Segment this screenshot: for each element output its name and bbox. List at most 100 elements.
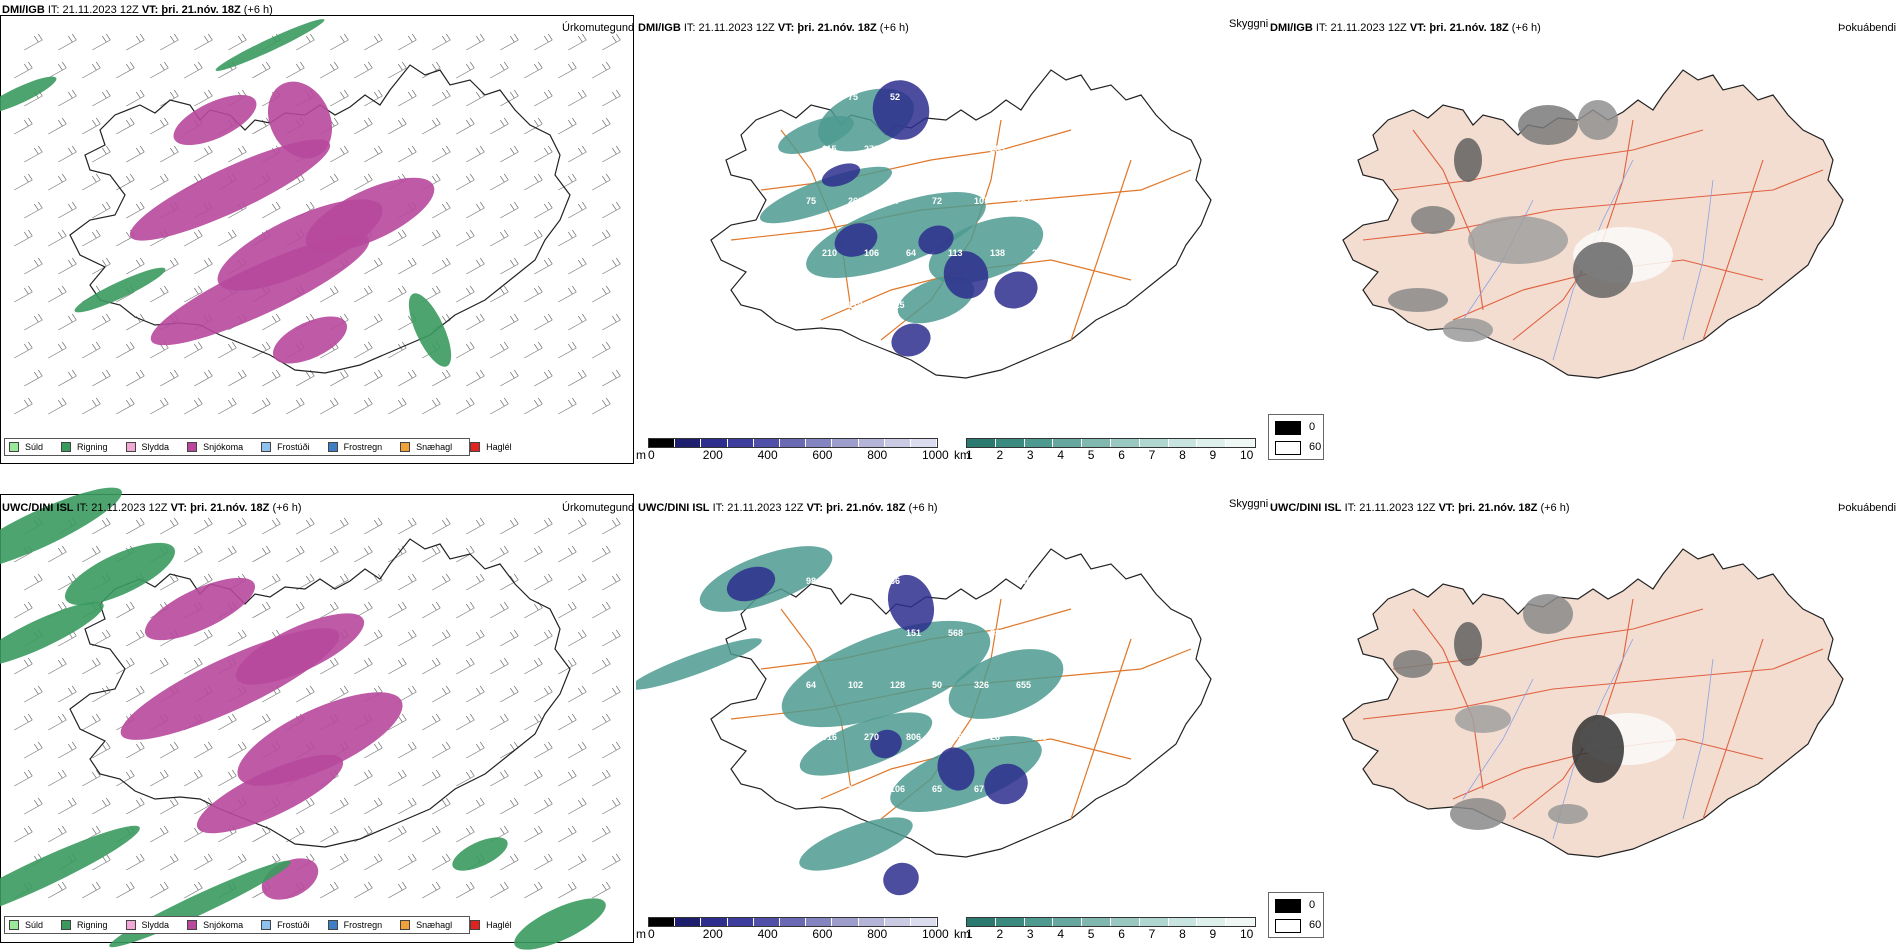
legend-item: Slydda — [125, 920, 169, 930]
panel-header: UWC/DINI ISL IT: 21.11.2023 12Z VT: þri.… — [638, 502, 938, 514]
cloud-base-label: 107 — [974, 196, 989, 206]
cloud-area — [799, 817, 913, 871]
legend-swatch — [470, 442, 481, 452]
fog-index-map — [1342, 69, 1844, 379]
it-value: 21.11.2023 12Z — [91, 502, 168, 514]
legend-swatch — [470, 920, 481, 930]
cloud-area — [937, 747, 975, 791]
vt-value: þri. 21.nóv. 18Z — [1429, 22, 1509, 34]
precip-area — [267, 81, 333, 159]
ceiling-colorbar: m 0 200 400 600 800 1000 — [636, 438, 949, 462]
model-name: UWC/DINI ISL — [2, 502, 74, 514]
cloud-area — [636, 638, 762, 690]
colorbar-tick: 1 — [966, 448, 973, 462]
colorbar-tick: 4 — [1057, 448, 1065, 462]
legend-swatch — [261, 920, 272, 930]
cloud-base-label: 30 — [864, 628, 874, 638]
cloud-base-label: 369 — [948, 732, 963, 742]
lead-time: (+6 h) — [1511, 22, 1541, 34]
colorbar-tick: 800 — [867, 448, 888, 462]
legend-label: Frostúði — [277, 920, 310, 930]
fog-legend-value: 60 — [1309, 919, 1322, 931]
colorbar-tick: 0 — [648, 448, 655, 462]
precip-area — [150, 234, 370, 346]
fog-legend-value: 0 — [1309, 899, 1316, 911]
vt-label: VT: — [777, 22, 795, 34]
colorbar-swatch — [727, 918, 754, 926]
colorbar-tick: 8 — [1179, 448, 1186, 462]
panel-header: DMI/IGB IT: 21.11.2023 12Z VT: þri. 21.n… — [638, 22, 909, 34]
cloud-base-label: 115 — [822, 144, 837, 154]
cloud-area — [943, 251, 989, 299]
cloud-base-label: 806 — [906, 732, 921, 742]
colorbar-tick: 600 — [812, 927, 833, 941]
cloud-base-label: 210 — [822, 248, 837, 258]
fog-title: Þokuábendi — [1838, 502, 1897, 514]
colorbar-swatch — [1168, 439, 1198, 447]
cloud-base-label: 164 — [1032, 144, 1047, 154]
legend-item: Frostregn — [327, 920, 382, 930]
cloud-base-label: 104 — [806, 300, 821, 310]
colorbar-tick: 3 — [1026, 448, 1034, 462]
colorbar-swatch — [649, 439, 676, 447]
colorbar-swatch — [1197, 439, 1227, 447]
cloud-base-label: 112 — [932, 576, 947, 586]
cloud-base-label: 95 — [1016, 92, 1026, 102]
legend-swatch — [327, 442, 338, 452]
cloud-area — [821, 163, 861, 187]
colorbar-tick: 200 — [702, 927, 723, 941]
legend-label: Rigning — [77, 442, 108, 452]
fog-area — [1523, 594, 1573, 634]
cloud-base-label: 93 — [974, 92, 984, 102]
cloud-base-label: 50 — [932, 680, 942, 690]
panel-header: UWC/DINI ISL IT: 21.11.2023 12Z VT: þri.… — [2, 502, 302, 514]
fog-area — [1450, 798, 1506, 830]
colorbar-swatch — [832, 439, 859, 447]
colorbar-tick: 4 — [1057, 927, 1065, 941]
cloud-base-label: 99 — [806, 92, 816, 102]
legend-item: Rigning — [61, 442, 108, 452]
legend-swatch — [400, 920, 411, 930]
precip-area — [109, 860, 291, 948]
colorbar-tick: 400 — [757, 448, 778, 462]
fog-area — [1573, 242, 1633, 298]
row-1-precip-panel: DMI/IGB IT: 21.11.2023 12Z VT: þri. 21.n… — [0, 0, 636, 466]
cloud-base-label: 205 — [806, 784, 821, 794]
legend-item: Súld — [9, 442, 43, 452]
precip-title: Úrkomutegund — [562, 22, 635, 34]
colorbar-swatch — [1024, 439, 1054, 447]
row-1-cloud-panel: 99 75 52 24 93 95 115 270 78 161 283 164 75 260 77 72 10… — [636, 0, 1268, 466]
cloud-base-label: 28 — [990, 732, 1000, 742]
cloud-base-label: 568 — [948, 628, 963, 638]
cloud-area — [759, 166, 893, 224]
cloud-area — [994, 271, 1038, 309]
cloud-base-label: 115 — [890, 300, 905, 310]
colorbar-swatches — [966, 438, 1256, 448]
it-label: IT: — [712, 502, 725, 514]
vt-value: þri. 21.nóv. 18Z — [826, 502, 906, 514]
legend-label: Rigning — [77, 920, 108, 930]
cloud-area — [883, 862, 919, 896]
vt-label: VT: — [141, 4, 159, 16]
lead-time: (+6 h) — [908, 502, 938, 514]
precip-area — [272, 316, 348, 364]
cloud-base-label: 64 — [806, 680, 816, 690]
colorbar-swatch — [806, 439, 833, 447]
colorbar-tick: 6 — [1118, 927, 1125, 941]
colorbar-swatch — [995, 918, 1025, 926]
fog-title: Þokuábendi — [1838, 22, 1897, 34]
fog-legend-swatch — [1275, 899, 1301, 913]
colorbar-swatch — [884, 439, 911, 447]
cloud-base-label: 260 — [848, 196, 863, 206]
colorbar-tick: 2 — [996, 448, 1004, 462]
cloud-base-label: 78 — [906, 144, 916, 154]
model-name: DMI/IGB — [1270, 22, 1313, 34]
precip-area — [408, 293, 452, 367]
cloud-area — [918, 225, 954, 255]
colorbar-swatch — [1110, 918, 1140, 926]
colorbar-unit: km — [954, 448, 970, 462]
colorbar-swatch — [1082, 918, 1111, 926]
cloud-area — [984, 763, 1028, 805]
cloud-base-label: 283 — [990, 144, 1005, 154]
colorbar-swatch — [701, 439, 728, 447]
